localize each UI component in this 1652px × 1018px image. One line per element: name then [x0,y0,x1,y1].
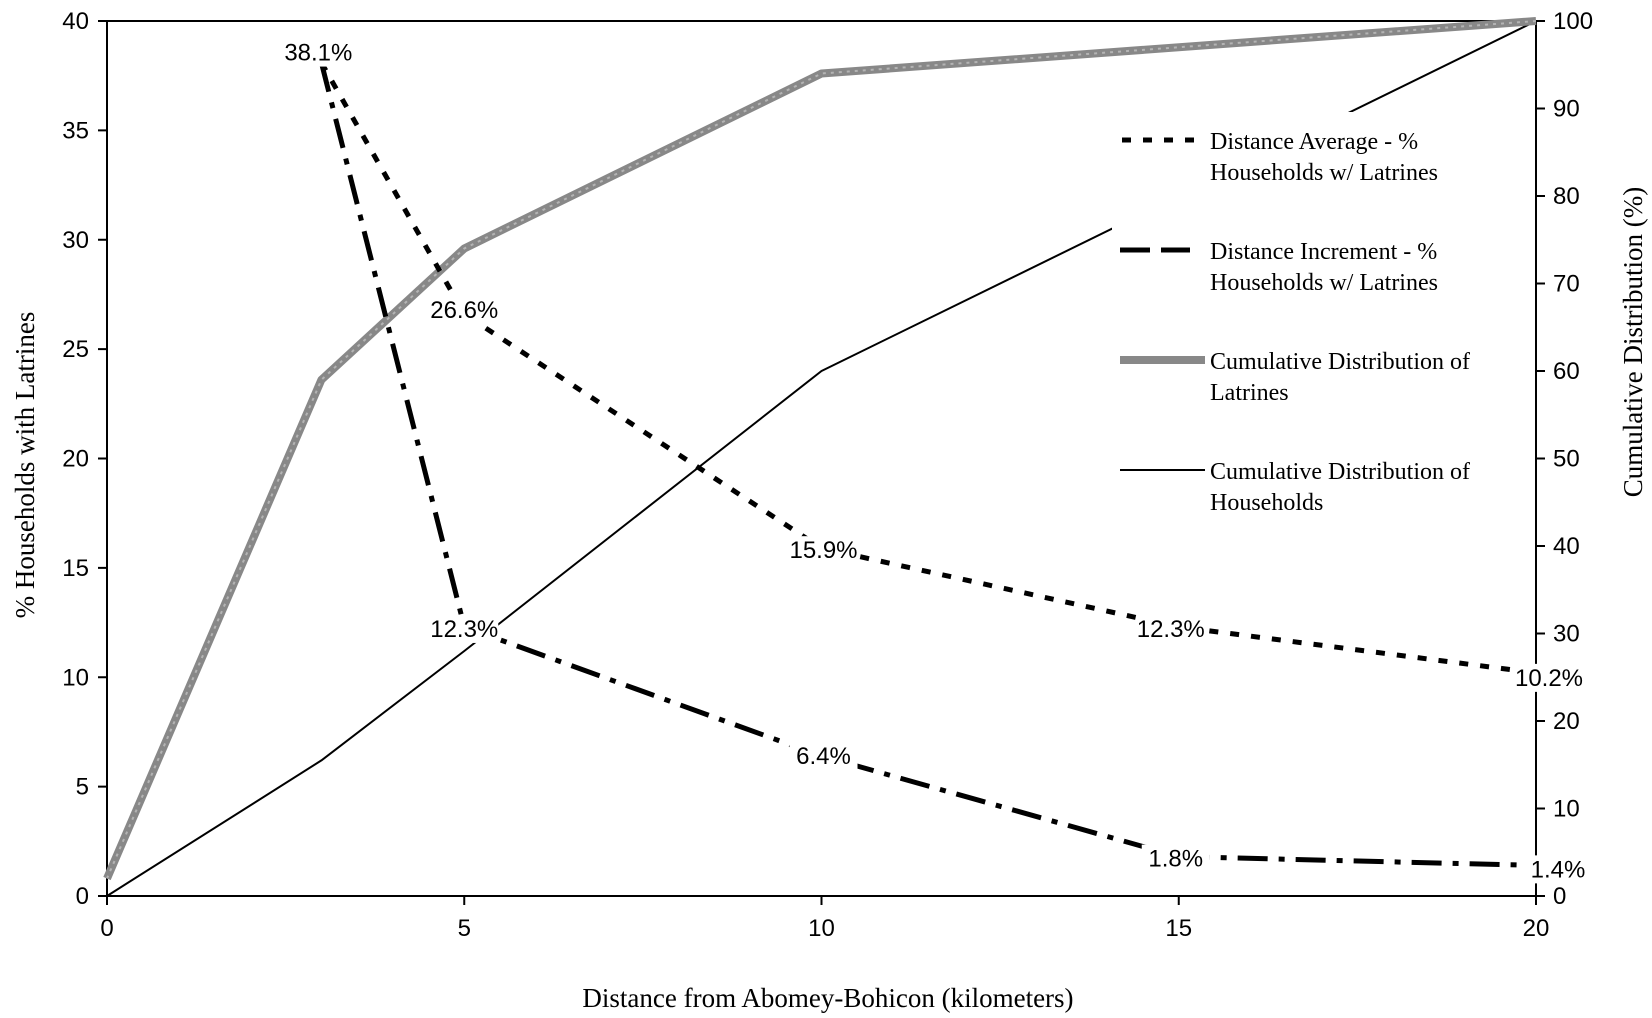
axes: 0 5 10 15 2005101520253035400102030405060708… [62,8,1593,942]
y-right-tick-label: 90 [1553,96,1580,123]
y-right-tick-label: 30 [1553,621,1580,648]
data-label-bg [430,296,499,325]
y-left-tick-label: 10 [62,664,89,691]
legend-entry-line2: Households w/ Latrines [1210,270,1438,296]
data-label-bg [430,614,499,643]
data-label-bg [284,38,353,67]
legend-entry-line2: Households [1210,490,1323,516]
data-label-bg [1141,844,1210,873]
x-tick-label: 15 [1165,915,1192,942]
y-right-tick-label: 0 [1553,883,1566,910]
y-left-tick-label: 20 [62,446,89,473]
y-axis-left-title: % Households with Latrines [10,312,40,619]
data-label: 1.4% [1531,856,1586,883]
y-right-tick-label: 100 [1553,8,1593,35]
x-tick-label: 20 [1523,915,1550,942]
x-tick-label: 5 [458,915,471,942]
data-label: 12.3% [430,616,498,643]
x-tick-label: 10 [808,915,835,942]
series-line-4 [106,20,1537,897]
data-label: 15.9% [789,537,857,564]
x-axis-title: Distance from Abomey-Bohicon (kilometers… [582,983,1073,1013]
data-label-bg [1136,614,1205,643]
data-label-bg [1515,663,1583,692]
x-tick-label: 0 [100,915,113,942]
y-left-tick-label: 0 [76,883,89,910]
legend-entry-line1: Distance Increment - % [1210,239,1437,265]
data-label-bg [789,536,858,565]
data-labels: 38.1% 26.6% 15.9% 12.3% 10.2% 12.3% 6.4% 1.8% 1.… [284,38,1592,884]
y-right-tick-label: 80 [1553,183,1580,210]
legend-entry-line2: Households w/ Latrines [1210,160,1438,186]
legend-box [1112,112,1512,532]
data-label: 1.8% [1148,846,1203,873]
y-left-tick-label: 25 [62,336,89,363]
y-right-tick-label: 50 [1553,446,1580,473]
y-right-tick-label: 40 [1553,533,1580,560]
data-label: 10.2% [1515,665,1583,692]
y-left-tick-label: 15 [62,555,89,582]
legend-entry-line1: Distance Average - % [1210,129,1418,155]
y-left-tick-label: 35 [62,117,89,144]
y-axis-right-title: Cumulative Distribution (%) [1618,187,1648,497]
legend-entry-line2: Latrines [1210,380,1289,406]
y-right-tick-label: 10 [1553,796,1580,823]
y-right-tick-label: 20 [1553,708,1580,735]
series-line-2 [318,61,1537,868]
data-label: 6.4% [796,743,851,770]
legend-entry-line1: Cumulative Distribution of [1210,349,1470,375]
y-right-tick-label: 60 [1553,358,1580,385]
y-left-tick-label: 30 [62,227,89,254]
legend-entry-line1: Cumulative Distribution of [1210,459,1470,485]
data-label: 26.6% [430,297,498,324]
data-label-bg [789,742,858,770]
y-right-tick-label: 70 [1553,271,1580,298]
y-left-tick-label: 40 [62,8,89,35]
y-left-tick-label: 5 [76,774,89,801]
data-label-bg [1524,855,1592,884]
data-label: 38.1% [284,40,352,67]
data-label: 12.3% [1137,616,1205,643]
series-line-3-texture [106,20,1537,879]
legend: Distance Average - % Households w/ Latrin… [1112,112,1512,532]
